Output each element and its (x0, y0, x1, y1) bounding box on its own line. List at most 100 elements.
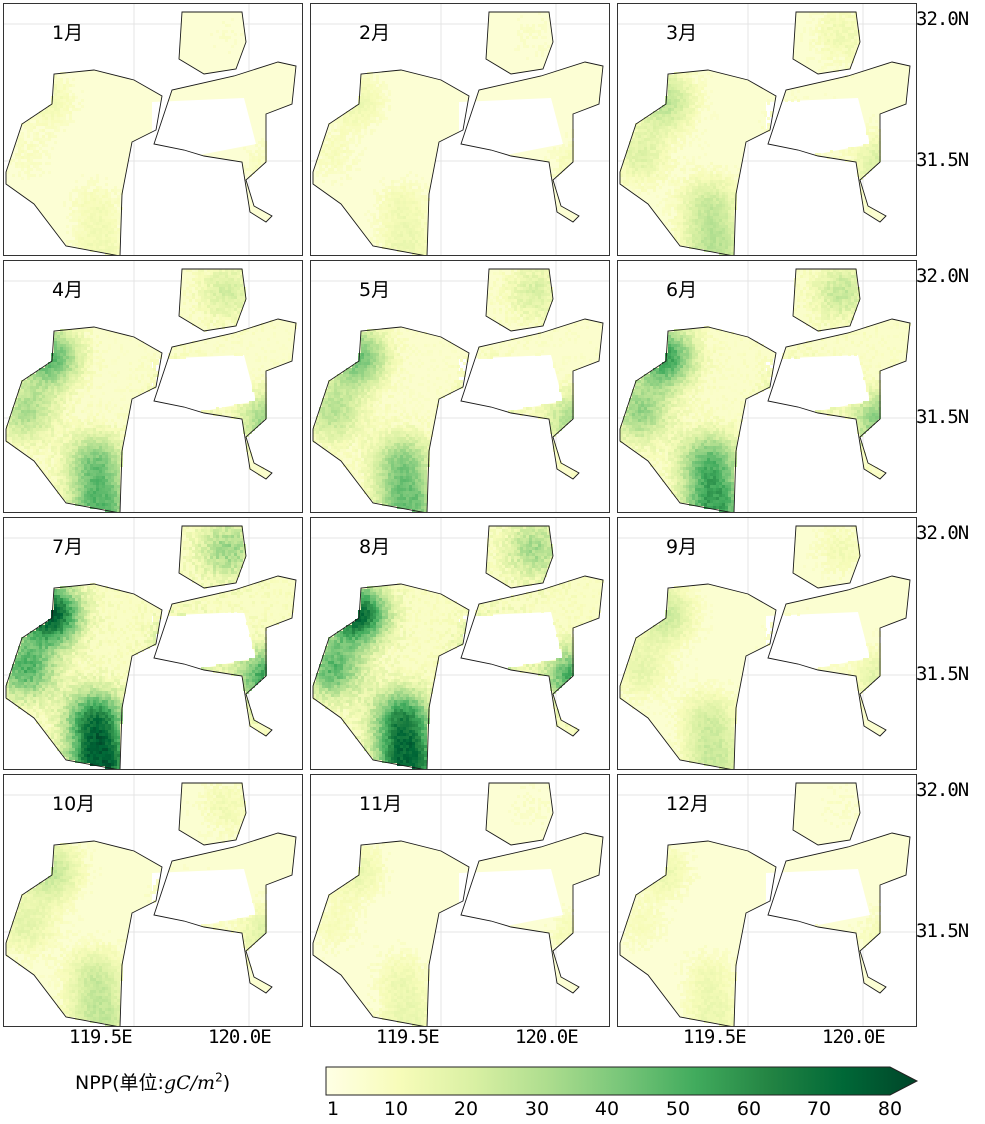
npp-pixel (683, 189, 686, 192)
npp-pixel (42, 410, 45, 413)
npp-pixel (671, 222, 674, 225)
npp-pixel (93, 488, 96, 491)
npp-pixel (90, 491, 93, 494)
npp-pixel (15, 407, 18, 410)
npp-pixel (725, 180, 728, 183)
npp-pixel (767, 99, 770, 102)
npp-pixel (105, 332, 108, 335)
npp-pixel (866, 123, 869, 126)
npp-pixel (54, 452, 57, 455)
npp-pixel (698, 228, 701, 231)
npp-pixel (93, 434, 96, 437)
npp-pixel (872, 150, 875, 153)
npp-pixel (87, 458, 90, 461)
npp-pixel (565, 147, 568, 150)
npp-pixel (102, 383, 105, 386)
npp-pixel (731, 186, 734, 189)
npp-pixel (117, 500, 120, 503)
npp-pixel (78, 192, 81, 195)
npp-pixel (102, 416, 105, 419)
npp-pixel (719, 207, 722, 210)
npp-pixel (90, 329, 93, 332)
npp-pixel (18, 431, 21, 434)
npp-pixel (111, 234, 114, 237)
npp-pixel (343, 156, 346, 159)
npp-pixel (680, 123, 683, 126)
npp-pixel (875, 162, 878, 165)
npp-pixel (710, 210, 713, 213)
npp-pixel (78, 422, 81, 425)
npp-pixel (24, 407, 27, 410)
npp-pixel (84, 422, 87, 425)
npp-pixel (400, 225, 403, 228)
npp-pixel (686, 189, 689, 192)
npp-pixel (394, 216, 397, 219)
npp-pixel (722, 192, 725, 195)
npp-pixel (93, 419, 96, 422)
npp-pixel (117, 440, 120, 443)
npp-pixel (90, 485, 93, 488)
npp-pixel (373, 204, 376, 207)
npp-pixel (415, 231, 418, 234)
npp-pixel (60, 401, 63, 404)
npp-pixel (662, 210, 665, 213)
npp-pixel (111, 252, 114, 255)
npp-pixel (78, 189, 81, 192)
npp-pixel (96, 413, 99, 416)
npp-pixel (69, 500, 72, 503)
npp-pixel (376, 87, 379, 90)
npp-pixel (656, 111, 659, 114)
npp-pixel (692, 78, 695, 81)
npp-pixel (785, 99, 788, 102)
npp-pixel (33, 428, 36, 431)
npp-pixel (78, 455, 81, 458)
npp-pixel (84, 392, 87, 395)
npp-pixel (692, 84, 695, 87)
npp-pixel (704, 180, 707, 183)
npp-pixel (108, 428, 111, 431)
npp-pixel (81, 341, 84, 344)
npp-pixel (54, 473, 57, 476)
npp-pixel (424, 213, 427, 216)
npp-pixel (99, 225, 102, 228)
npp-pixel (364, 108, 367, 111)
npp-pixel (75, 225, 78, 228)
npp-pixel (418, 231, 421, 234)
npp-pixel (87, 344, 90, 347)
npp-pixel (66, 407, 69, 410)
npp-pixel (108, 437, 111, 440)
npp-pixel (48, 371, 51, 374)
npp-pixel (680, 201, 683, 204)
npp-pixel (689, 213, 692, 216)
npp-pixel (195, 311, 198, 314)
npp-pixel (662, 147, 665, 150)
npp-pixel (674, 90, 677, 93)
npp-pixel (189, 302, 192, 305)
npp-pixel (352, 114, 355, 117)
npp-pixel (93, 479, 96, 482)
npp-pixel (81, 449, 84, 452)
npp-pixel (120, 347, 123, 350)
npp-pixel (45, 431, 48, 434)
npp-pixel (111, 458, 114, 461)
npp-pixel (851, 21, 854, 24)
npp-pixel (36, 389, 39, 392)
npp-pixel (683, 237, 686, 240)
npp-pixel (665, 147, 668, 150)
npp-pixel (571, 159, 574, 162)
npp-pixel (424, 183, 427, 186)
npp-pixel (102, 440, 105, 443)
npp-pixel (108, 500, 111, 503)
npp-pixel (261, 138, 264, 141)
npp-pixel (84, 243, 87, 246)
npp-pixel (698, 225, 701, 228)
npp-pixel (827, 18, 830, 21)
npp-pixel (75, 198, 78, 201)
npp-pixel (656, 195, 659, 198)
npp-pixel (412, 243, 415, 246)
npp-pixel (842, 45, 845, 48)
npp-pixel (132, 377, 135, 380)
npp-pixel (54, 419, 57, 422)
npp-pixel (114, 341, 117, 344)
npp-pixel (851, 48, 854, 51)
